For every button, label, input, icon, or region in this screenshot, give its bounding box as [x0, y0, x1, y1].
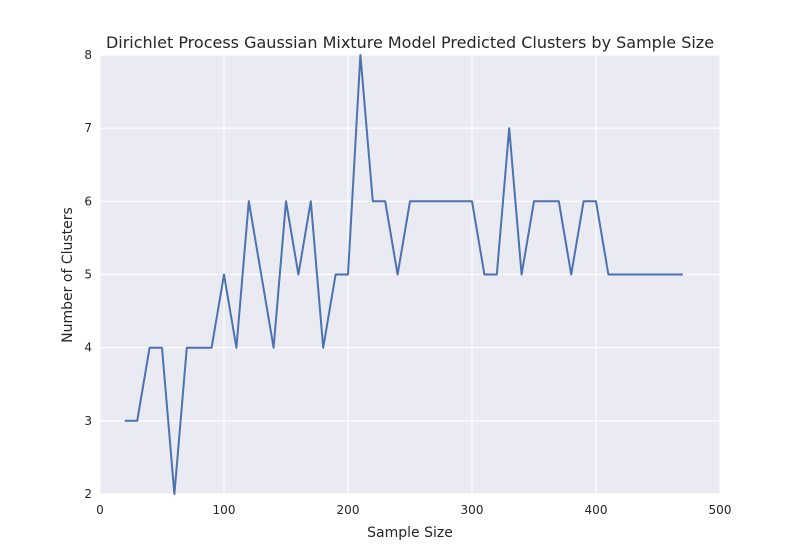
x-tick-label: 200 [337, 503, 360, 517]
y-axis-label: Number of Clusters [60, 207, 76, 343]
y-tick-label: 3 [84, 414, 92, 428]
chart-title: Dirichlet Process Gaussian Mixture Model… [106, 33, 714, 52]
y-tick-label: 4 [84, 341, 92, 355]
series-layer [124, 54, 683, 495]
y-tick-label: 8 [84, 48, 92, 62]
x-axis-label: Sample Size [367, 525, 453, 541]
x-tick-label: 0 [96, 503, 104, 517]
x-tick-label: 500 [709, 503, 732, 517]
y-tick-label: 7 [84, 121, 92, 135]
x-tick-label: 400 [585, 503, 608, 517]
y-tick-labels: 2 3 4 5 6 7 8 [84, 48, 92, 501]
y-tick-label: 2 [84, 487, 92, 501]
y-tick-label: 6 [84, 194, 92, 208]
x-tick-labels: 0 100 200 300 400 500 [96, 503, 731, 517]
series-line [124, 54, 683, 495]
y-tick-label: 5 [84, 268, 92, 282]
x-tick-label: 300 [461, 503, 484, 517]
x-tick-label: 100 [213, 503, 236, 517]
